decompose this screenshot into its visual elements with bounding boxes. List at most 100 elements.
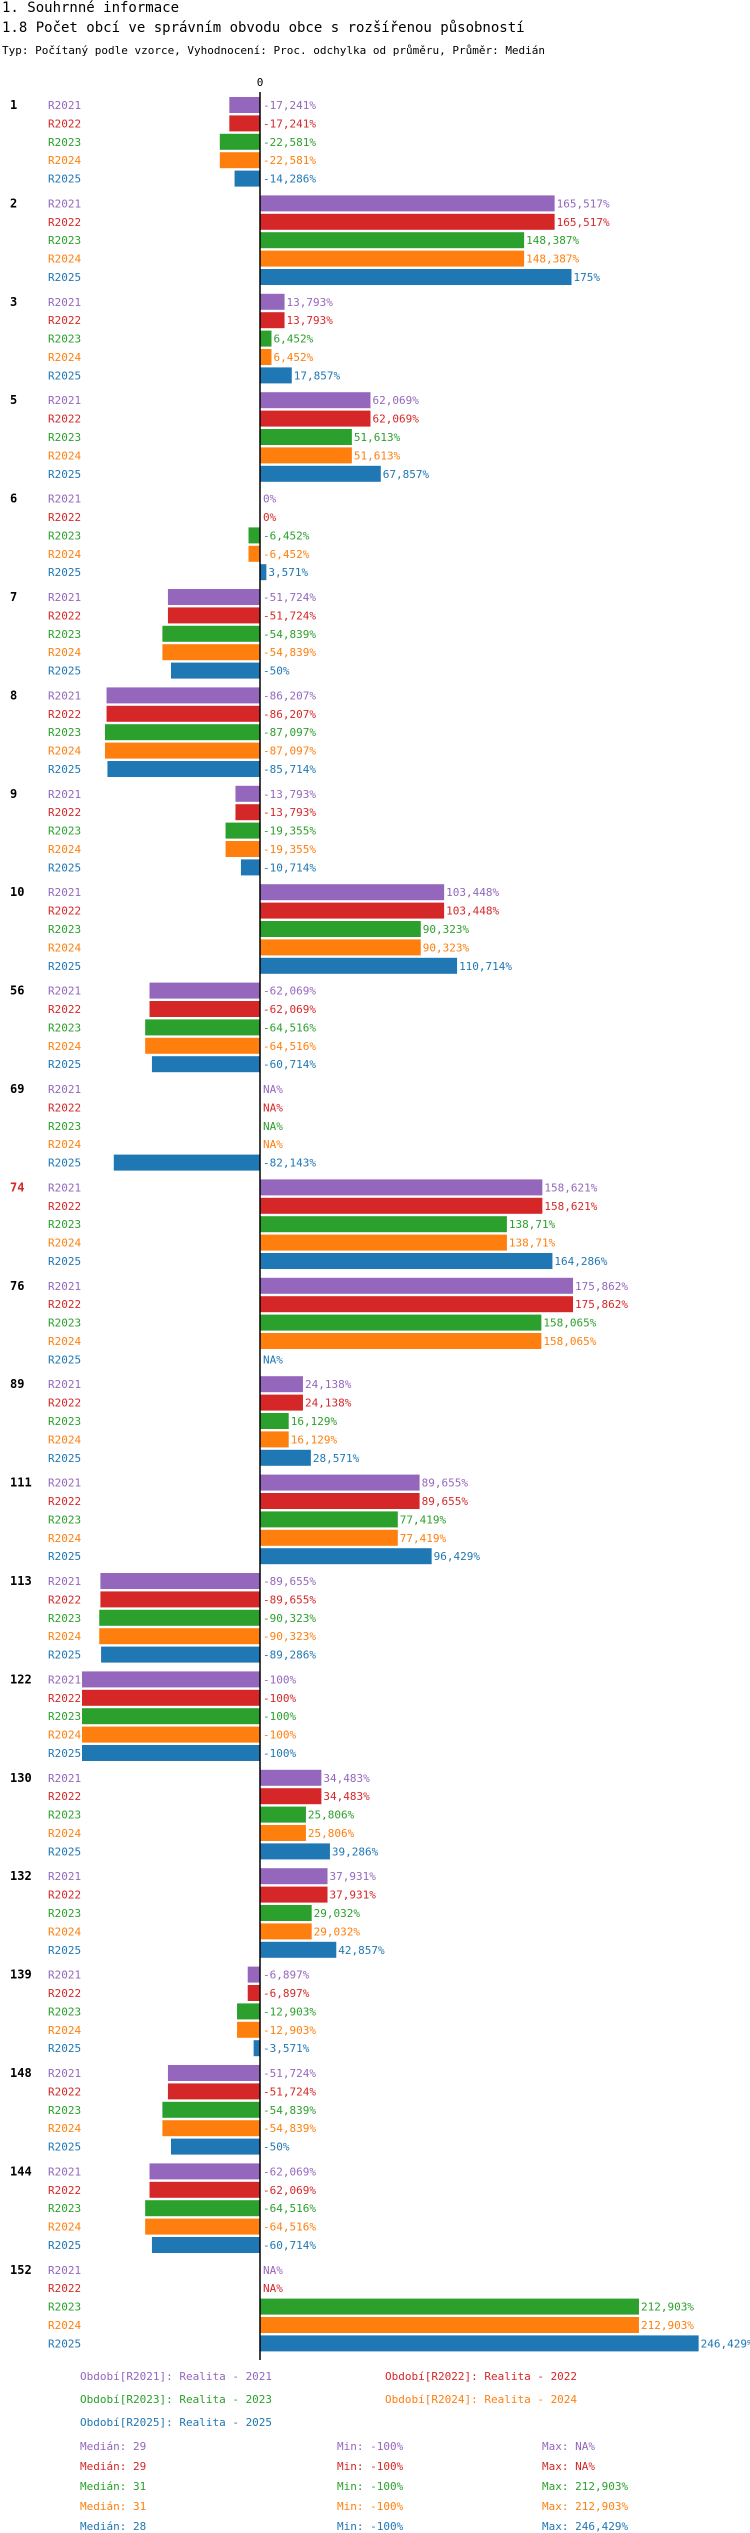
series-label: R2022 bbox=[48, 905, 81, 918]
value-label: 96,429% bbox=[434, 1550, 481, 1563]
bar bbox=[104, 724, 260, 741]
group-label: 148 bbox=[10, 2066, 32, 2080]
bar bbox=[235, 785, 260, 802]
bar bbox=[225, 822, 260, 839]
series-label: R2021 bbox=[48, 99, 81, 112]
series-label: R2022 bbox=[48, 117, 81, 130]
value-label: 164,286% bbox=[554, 1255, 607, 1268]
group-label: 3 bbox=[10, 295, 17, 309]
value-label: -86,207% bbox=[263, 689, 316, 702]
group-label: 7 bbox=[10, 590, 17, 604]
legend-stat-max: Max: 212,903% bbox=[542, 2480, 629, 2493]
legend-stat-max: Max: 246,429% bbox=[542, 2520, 629, 2533]
bar bbox=[106, 687, 260, 704]
value-label: 0% bbox=[263, 511, 277, 524]
value-label: NA% bbox=[263, 2282, 283, 2295]
series-label: R2023 bbox=[48, 234, 81, 247]
value-label: -51,724% bbox=[263, 2085, 316, 2098]
series-label: R2022 bbox=[48, 1397, 81, 1410]
series-label: R2022 bbox=[48, 1495, 81, 1508]
series-label: R2022 bbox=[48, 708, 81, 721]
value-label: 90,323% bbox=[423, 923, 470, 936]
value-label: 165,517% bbox=[557, 216, 610, 229]
series-label: R2021 bbox=[48, 788, 81, 801]
value-label: -13,793% bbox=[263, 806, 316, 819]
series-label: R2022 bbox=[48, 1889, 81, 1902]
value-label: 158,621% bbox=[544, 1181, 597, 1194]
value-label: -89,655% bbox=[263, 1593, 316, 1606]
value-label: -62,069% bbox=[263, 1003, 316, 1016]
series-label: R2025 bbox=[48, 861, 81, 874]
value-label: -22,581% bbox=[263, 154, 316, 167]
bar bbox=[260, 1493, 420, 1509]
legend-stat-median: Medián: 29 bbox=[80, 2440, 147, 2453]
value-label: -54,839% bbox=[263, 2122, 316, 2135]
series-label: R2022 bbox=[48, 314, 81, 327]
bar bbox=[237, 2021, 260, 2038]
bar bbox=[260, 293, 285, 310]
bar bbox=[260, 1431, 289, 1448]
value-label: -12,903% bbox=[263, 2005, 316, 2018]
value-label: -100% bbox=[263, 1673, 296, 1686]
series-label: R2021 bbox=[48, 689, 81, 702]
bar bbox=[162, 2120, 260, 2137]
series-label: R2023 bbox=[48, 1809, 81, 1822]
value-label: -85,714% bbox=[263, 763, 316, 776]
bar bbox=[260, 1941, 337, 1958]
bar bbox=[260, 447, 352, 464]
value-label: -50% bbox=[263, 665, 290, 678]
series-label: R2021 bbox=[48, 493, 81, 506]
value-label: -62,069% bbox=[263, 2165, 316, 2178]
bar bbox=[260, 465, 381, 482]
series-label: R2024 bbox=[48, 2024, 81, 2037]
value-label: 25,806% bbox=[308, 1809, 355, 1822]
series-label: R2021 bbox=[48, 985, 81, 998]
value-label: 51,613% bbox=[354, 449, 401, 462]
bar bbox=[145, 2218, 260, 2235]
bar bbox=[145, 2200, 260, 2217]
bar bbox=[260, 1511, 398, 1528]
value-label: 148,387% bbox=[526, 234, 579, 247]
series-label: R2024 bbox=[48, 1827, 81, 1840]
series-label: R2024 bbox=[48, 2122, 81, 2135]
series-label: R2024 bbox=[48, 1729, 81, 1742]
series-label: R2024 bbox=[48, 1433, 81, 1446]
bar bbox=[260, 1413, 289, 1429]
legend-entry: Období[R2023]: Realita - 2023 bbox=[80, 2393, 273, 2406]
group-label: 1 bbox=[10, 98, 17, 112]
bar-chart: 0 1 R2021 -17,241% R2022 -17,241% R2023 -22,581… bbox=[10, 76, 750, 2360]
value-label: -89,655% bbox=[263, 1575, 316, 1588]
bar bbox=[99, 1628, 260, 1645]
series-label: R2024 bbox=[48, 1532, 81, 1545]
value-label: 37,931% bbox=[330, 1889, 377, 1902]
legend-entry: Období[R2025]: Realita - 2025 bbox=[80, 2416, 273, 2429]
series-label: R2021 bbox=[48, 296, 81, 309]
series-label: R2023 bbox=[48, 1612, 81, 1625]
bar bbox=[260, 884, 445, 901]
series-label: R2024 bbox=[48, 2221, 81, 2234]
value-label: 212,903% bbox=[641, 2319, 694, 2332]
value-label: 24,138% bbox=[305, 1378, 352, 1391]
bar bbox=[151, 2237, 260, 2253]
series-label: R2023 bbox=[48, 1513, 81, 1526]
bar bbox=[260, 1923, 312, 1940]
value-label: 3,571% bbox=[268, 566, 308, 579]
value-label: -64,516% bbox=[263, 1040, 316, 1053]
bar bbox=[260, 195, 555, 212]
series-label: R2022 bbox=[48, 1987, 81, 2000]
series-label: R2022 bbox=[48, 1692, 81, 1705]
bar bbox=[260, 1253, 553, 1269]
bar bbox=[260, 1905, 312, 1921]
legend-stat-max: Max: 212,903% bbox=[542, 2500, 629, 2513]
bar bbox=[260, 1529, 398, 1546]
series-label: R2023 bbox=[48, 923, 81, 936]
bar bbox=[149, 1001, 260, 1017]
bar bbox=[260, 1296, 574, 1313]
legend-stat-median: Medián: 31 bbox=[80, 2480, 147, 2493]
bar bbox=[260, 213, 555, 230]
series-label: R2021 bbox=[48, 1870, 81, 1883]
bar bbox=[106, 705, 260, 722]
bar bbox=[260, 1868, 328, 1885]
value-label: -13,793% bbox=[263, 788, 316, 801]
value-label: 175,862% bbox=[575, 1280, 628, 1293]
